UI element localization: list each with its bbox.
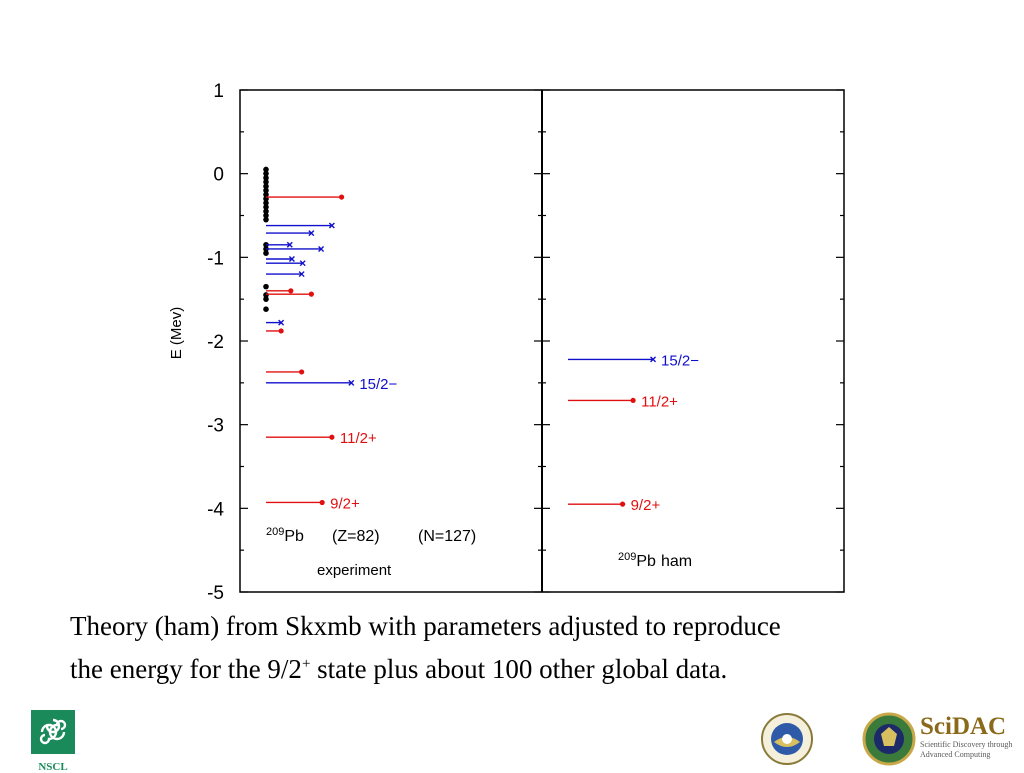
ground-state-point [263, 208, 269, 215]
ham-caption: ham [661, 553, 692, 570]
level-x-marker [328, 222, 335, 229]
level-spin-label: 15/2− [359, 376, 397, 393]
nsf-seal-icon [761, 713, 813, 765]
level-x-marker [278, 319, 285, 326]
caption-line-2: the energy for the 9/2+ state plus about… [70, 645, 1010, 688]
level-x-marker [298, 271, 305, 278]
level-spin-label: 15/2− [661, 352, 699, 369]
experiment-panel: 15/2− 11/2+ 9/2+ [263, 166, 398, 512]
level-dot-marker [319, 499, 325, 506]
nscl-emblem-icon [31, 710, 75, 754]
level-x-marker [650, 356, 657, 363]
y-tick-label: -4 [207, 499, 224, 520]
level-dot-marker [278, 328, 284, 334]
z-label: (Z=82) [332, 528, 380, 545]
level-dot-marker [299, 369, 305, 375]
y-tick-label: -2 [207, 332, 224, 353]
y-tick-label: -5 [207, 583, 224, 600]
caption-line-2-start: the energy for the 9/2 [70, 654, 302, 684]
level-dot-marker [630, 397, 636, 404]
doe-logo [862, 712, 916, 766]
ground-state-point [263, 216, 269, 223]
y-tick-label: 1 [213, 81, 224, 102]
ham-nucleus-label: 209Pb ham [618, 551, 692, 570]
exp-nucleus-label: 209Pb [266, 526, 304, 545]
ground-state-point [263, 191, 269, 198]
ham-panel: 15/2− 11/2+ 9/2+ [568, 352, 699, 514]
scidac-line-2: Advanced Computing [920, 750, 991, 759]
ground-state-point [263, 170, 269, 177]
ham-element-symbol: Pb [636, 553, 656, 570]
n-label: (N=127) [418, 528, 476, 545]
y-tick-label: -1 [207, 248, 224, 269]
caption-line-2-end: state plus about 100 other global data. [310, 654, 728, 684]
nsf-logo [760, 712, 814, 766]
y-axis-label: E (Mev) [168, 307, 185, 360]
level-spin-label: 11/2+ [340, 430, 377, 447]
ground-state-point [263, 283, 269, 290]
level-x-marker [308, 230, 315, 237]
nscl-logo: NSCL [30, 708, 76, 773]
level-x-marker [286, 241, 293, 248]
level-x-marker [318, 245, 325, 252]
ground-state-point [263, 200, 269, 206]
caption-line-1: Theory (ham) from Skxmb with parameters … [70, 611, 781, 641]
ham-mass-number: 209 [618, 551, 636, 563]
ground-state-point [263, 204, 269, 210]
ground-state-point [263, 175, 269, 181]
slide-caption: Theory (ham) from Skxmb with parameters … [70, 607, 1010, 688]
exp-mass-number: 209 [266, 526, 284, 538]
level-x-marker [288, 256, 295, 263]
level-dot-marker [329, 434, 335, 440]
ground-state-point [263, 183, 269, 190]
ground-state-point [263, 306, 269, 313]
level-spin-label: 9/2+ [330, 495, 360, 512]
level-dot-marker [620, 501, 626, 507]
scidac-line-1: Scientific Discovery through [920, 740, 1013, 749]
ground-state-point [263, 250, 269, 256]
level-x-marker [348, 379, 355, 386]
ground-state-point [263, 296, 269, 302]
experiment-label: experiment [317, 562, 392, 579]
level-x-marker [299, 260, 306, 267]
ground-state-point [263, 212, 269, 219]
level-dot-marker [339, 194, 345, 200]
caption-parity: + [301, 656, 311, 672]
y-tick-label: -3 [207, 416, 224, 437]
level-spin-label: 9/2+ [631, 497, 661, 514]
y-tick-label: 0 [213, 165, 224, 186]
scidac-logo: SciDAC Scientific Discovery through Adva… [920, 714, 1024, 764]
level-spin-label: 11/2+ [641, 393, 678, 410]
ground-state-point [263, 187, 269, 194]
axes: 1 0 -1 -2 -3 -4 -5 [207, 81, 845, 600]
exp-element-symbol: Pb [284, 528, 304, 545]
level-dot-marker [288, 288, 294, 294]
ground-state-point [263, 179, 269, 185]
nscl-text: NSCL [38, 761, 68, 773]
level-scheme-chart: 1 0 -1 -2 -3 -4 -5 15/2− 11/2+ 9/2+ 15/2− 11/2+ 9/… [168, 81, 845, 600]
ground-state-point [263, 166, 269, 173]
scidac-title: SciDAC [920, 713, 1007, 740]
level-dot-marker [308, 291, 314, 297]
doe-seal-icon [862, 712, 916, 766]
